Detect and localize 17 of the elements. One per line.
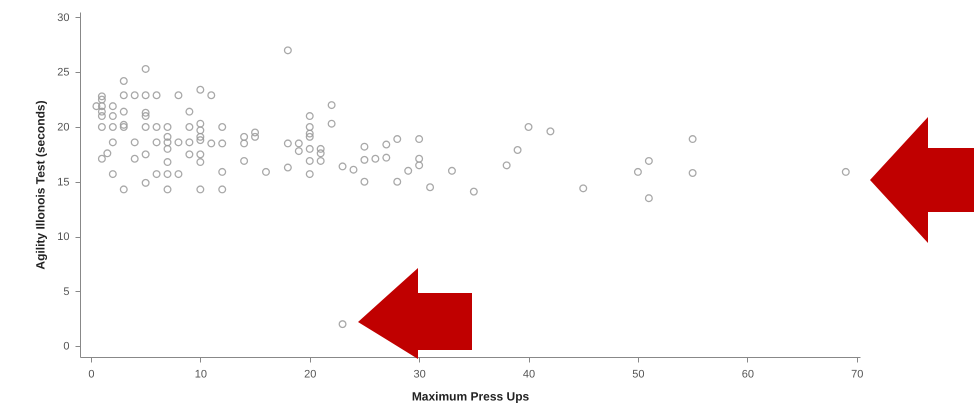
x-tick-label: 40 bbox=[522, 368, 536, 380]
x-tick-label: 10 bbox=[194, 368, 207, 380]
y-tick-label: 15 bbox=[57, 176, 70, 188]
y-tick-label: 10 bbox=[57, 231, 70, 244]
y-tick-label: 5 bbox=[63, 286, 70, 298]
x-axis-title: Maximum Press Ups bbox=[412, 390, 530, 404]
x-tick-label: 20 bbox=[304, 368, 316, 380]
y-tick-label: 25 bbox=[57, 66, 70, 79]
x-tick-label: 70 bbox=[851, 368, 864, 380]
y-tick-label: 20 bbox=[57, 122, 70, 134]
x-tick-label: 30 bbox=[414, 368, 426, 380]
y-axis-title: Agility Illonois Test (seconds) bbox=[33, 100, 48, 270]
y-tick-label: 30 bbox=[57, 12, 70, 24]
x-tick-label: 50 bbox=[632, 368, 645, 380]
x-tick-label: 60 bbox=[742, 368, 754, 380]
y-tick-label: 0 bbox=[63, 340, 70, 353]
x-tick-label: 0 bbox=[88, 368, 94, 380]
